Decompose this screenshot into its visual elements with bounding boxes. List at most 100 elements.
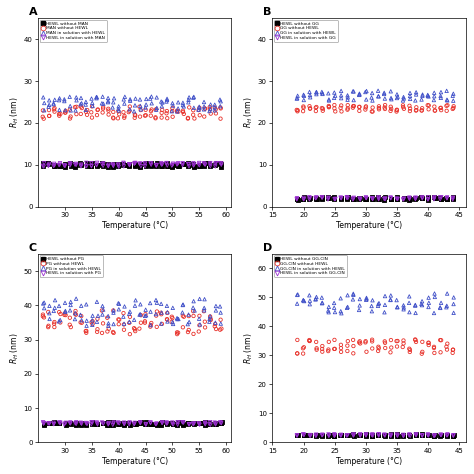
Point [356,301,364,309]
Point [362,106,369,113]
Point [411,194,419,201]
Point [179,160,186,167]
Point [184,115,191,122]
Point [77,419,85,427]
Point [120,100,128,108]
Point [73,420,80,428]
Point [356,337,364,345]
Point [121,161,128,169]
Point [98,100,106,107]
Point [173,161,181,169]
Point [137,102,144,109]
Point [393,91,401,98]
Point [375,195,383,203]
Point [300,104,307,111]
Point [206,313,214,320]
Point [190,420,197,428]
Point [201,159,209,167]
Point [190,104,198,111]
Point [374,343,382,351]
Point [299,108,307,115]
Point [443,432,451,439]
Point [319,342,326,350]
Point [211,319,219,327]
Y-axis label: $R_H$ (nm): $R_H$ (nm) [243,97,255,128]
Point [153,104,161,112]
Point [61,97,68,105]
Point [61,161,68,169]
Point [89,320,96,328]
Point [300,91,307,99]
Point [312,195,320,202]
Point [206,419,214,426]
Point [350,194,358,201]
Point [437,431,445,438]
Point [39,419,47,426]
Point [62,311,69,319]
Point [450,300,457,308]
Point [73,419,80,426]
Point [344,193,351,201]
Point [88,109,95,116]
Point [418,107,426,114]
Point [394,195,401,203]
Point [62,420,70,428]
Point [50,100,57,107]
Point [104,419,112,426]
Point [93,420,101,428]
Point [136,311,143,319]
Point [217,98,225,105]
Point [312,194,320,202]
Point [179,420,186,428]
Point [164,162,172,170]
Point [206,318,213,326]
Point [450,431,457,439]
Point [318,431,326,439]
Point [387,195,395,202]
Point [67,323,74,331]
Point [430,432,438,439]
Point [92,93,100,101]
Point [73,103,80,110]
Point [142,419,150,426]
Point [191,163,198,171]
Point [411,336,419,344]
Point [337,87,345,95]
Point [146,95,154,102]
Point [45,322,52,329]
Point [157,320,165,328]
Point [77,319,84,326]
Point [55,419,63,427]
Point [201,295,209,303]
Point [368,432,376,440]
Point [126,421,134,428]
Point [313,195,320,202]
Point [294,107,301,114]
Point [375,194,383,202]
Point [179,312,187,319]
Point [382,344,389,352]
Point [153,421,160,428]
Point [381,89,388,97]
Point [110,94,118,102]
Point [142,310,149,318]
Point [163,98,170,105]
Point [77,103,85,110]
Point [153,308,161,315]
Point [137,163,145,170]
Point [94,312,102,319]
Point [356,431,364,438]
Point [318,432,326,439]
Point [306,301,314,308]
Point [173,160,181,168]
Point [56,162,64,170]
Point [217,163,225,170]
Point [381,339,389,346]
Point [211,107,219,114]
Point [196,162,203,169]
Point [406,195,413,203]
Point [337,348,345,356]
Point [300,296,307,304]
Point [66,159,73,167]
Point [312,432,319,439]
